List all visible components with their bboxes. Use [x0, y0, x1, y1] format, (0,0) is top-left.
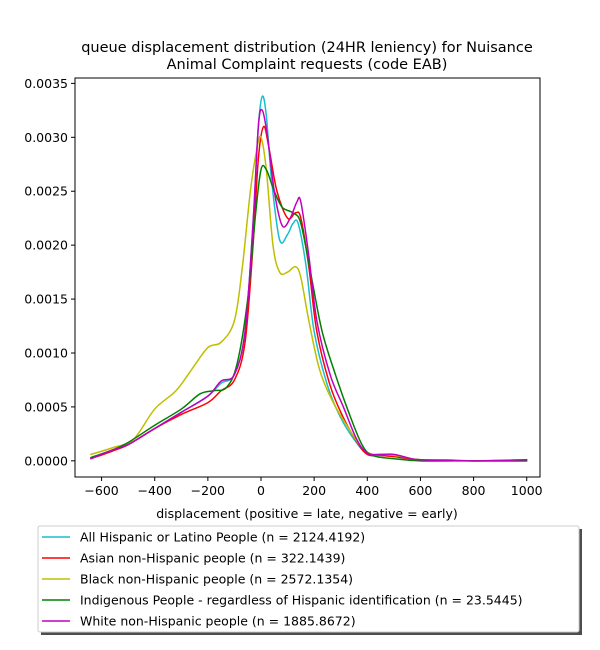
legend-label-3: Black non-Hispanic people (n = 2572.1354…	[80, 572, 353, 587]
legend-label-2: Asian non-Hispanic people (n = 322.1439)	[80, 551, 345, 566]
x-tick-label: 400	[355, 483, 379, 498]
x-tick-label: 1000	[511, 483, 543, 498]
y-tick-label: 0.0025	[24, 184, 68, 199]
x-tick-label: 800	[462, 483, 486, 498]
legend-box	[37, 525, 580, 633]
x-tick-label: −200	[191, 483, 225, 498]
x-axis-label: displacement (positive = late, negative …	[156, 506, 458, 521]
y-tick-label: 0.0035	[24, 76, 68, 91]
legend-items: All Hispanic or Latino People (n = 2124.…	[42, 530, 523, 629]
x-tick-label: 600	[408, 483, 432, 498]
y-tick-label: 0.0030	[24, 130, 68, 145]
legend-label-4: Indigenous People - regardless of Hispan…	[80, 593, 523, 608]
chart-title-line-1: queue displacement distribution (24HR le…	[81, 40, 533, 56]
chart-title-line-2: Animal Complaint requests (code EAB)	[167, 57, 448, 73]
y-tick-label: 0.0020	[24, 238, 68, 253]
y-tick-label: 0.0010	[24, 345, 68, 360]
series-line-4	[90, 164, 528, 462]
series-line-5	[90, 108, 528, 462]
series-layer	[90, 95, 528, 462]
x-tick-label: −400	[138, 483, 172, 498]
plot-frame	[74, 77, 541, 478]
legend: All Hispanic or Latino People (n = 2124.…	[37, 525, 582, 635]
axes-layer: −600 −400 −200 0 200 400 600 800 1000 0.0000 0.000…	[24, 76, 542, 498]
legend-label-5: White non-Hispanic people (n = 1885.8672…	[80, 614, 356, 629]
series-line-1	[90, 95, 528, 462]
x-tick-label: 0	[257, 483, 265, 498]
y-tick-label: 0.0015	[24, 292, 68, 307]
x-tick-label: −600	[84, 483, 118, 498]
y-tick-label: 0.0000	[24, 453, 68, 468]
legend-label-1: All Hispanic or Latino People (n = 2124.…	[80, 530, 365, 545]
x-tick-label: 200	[302, 483, 326, 498]
y-tick-label: 0.0005	[24, 399, 68, 414]
series-line-3	[90, 135, 528, 462]
